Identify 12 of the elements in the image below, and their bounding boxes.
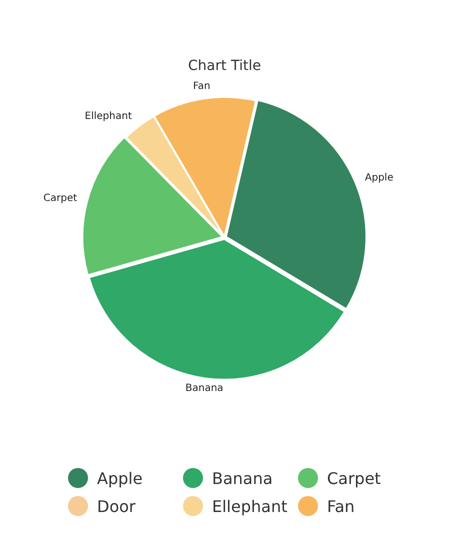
slice-label: Fan xyxy=(193,81,210,92)
legend-label: Fan xyxy=(327,496,355,516)
legend-label: Ellephant xyxy=(212,496,288,516)
slice-label: Apple xyxy=(364,172,394,184)
chart-title: Chart Title xyxy=(188,58,261,74)
legend-label: Carpet xyxy=(327,468,381,488)
slice-label: Banana xyxy=(185,383,224,394)
legend-label: Door xyxy=(97,496,136,516)
slice-label: Ellephant xyxy=(84,110,132,122)
legend-label: Banana xyxy=(212,468,273,488)
legend-label: Apple xyxy=(97,468,143,488)
slice-label: Carpet xyxy=(43,193,78,204)
